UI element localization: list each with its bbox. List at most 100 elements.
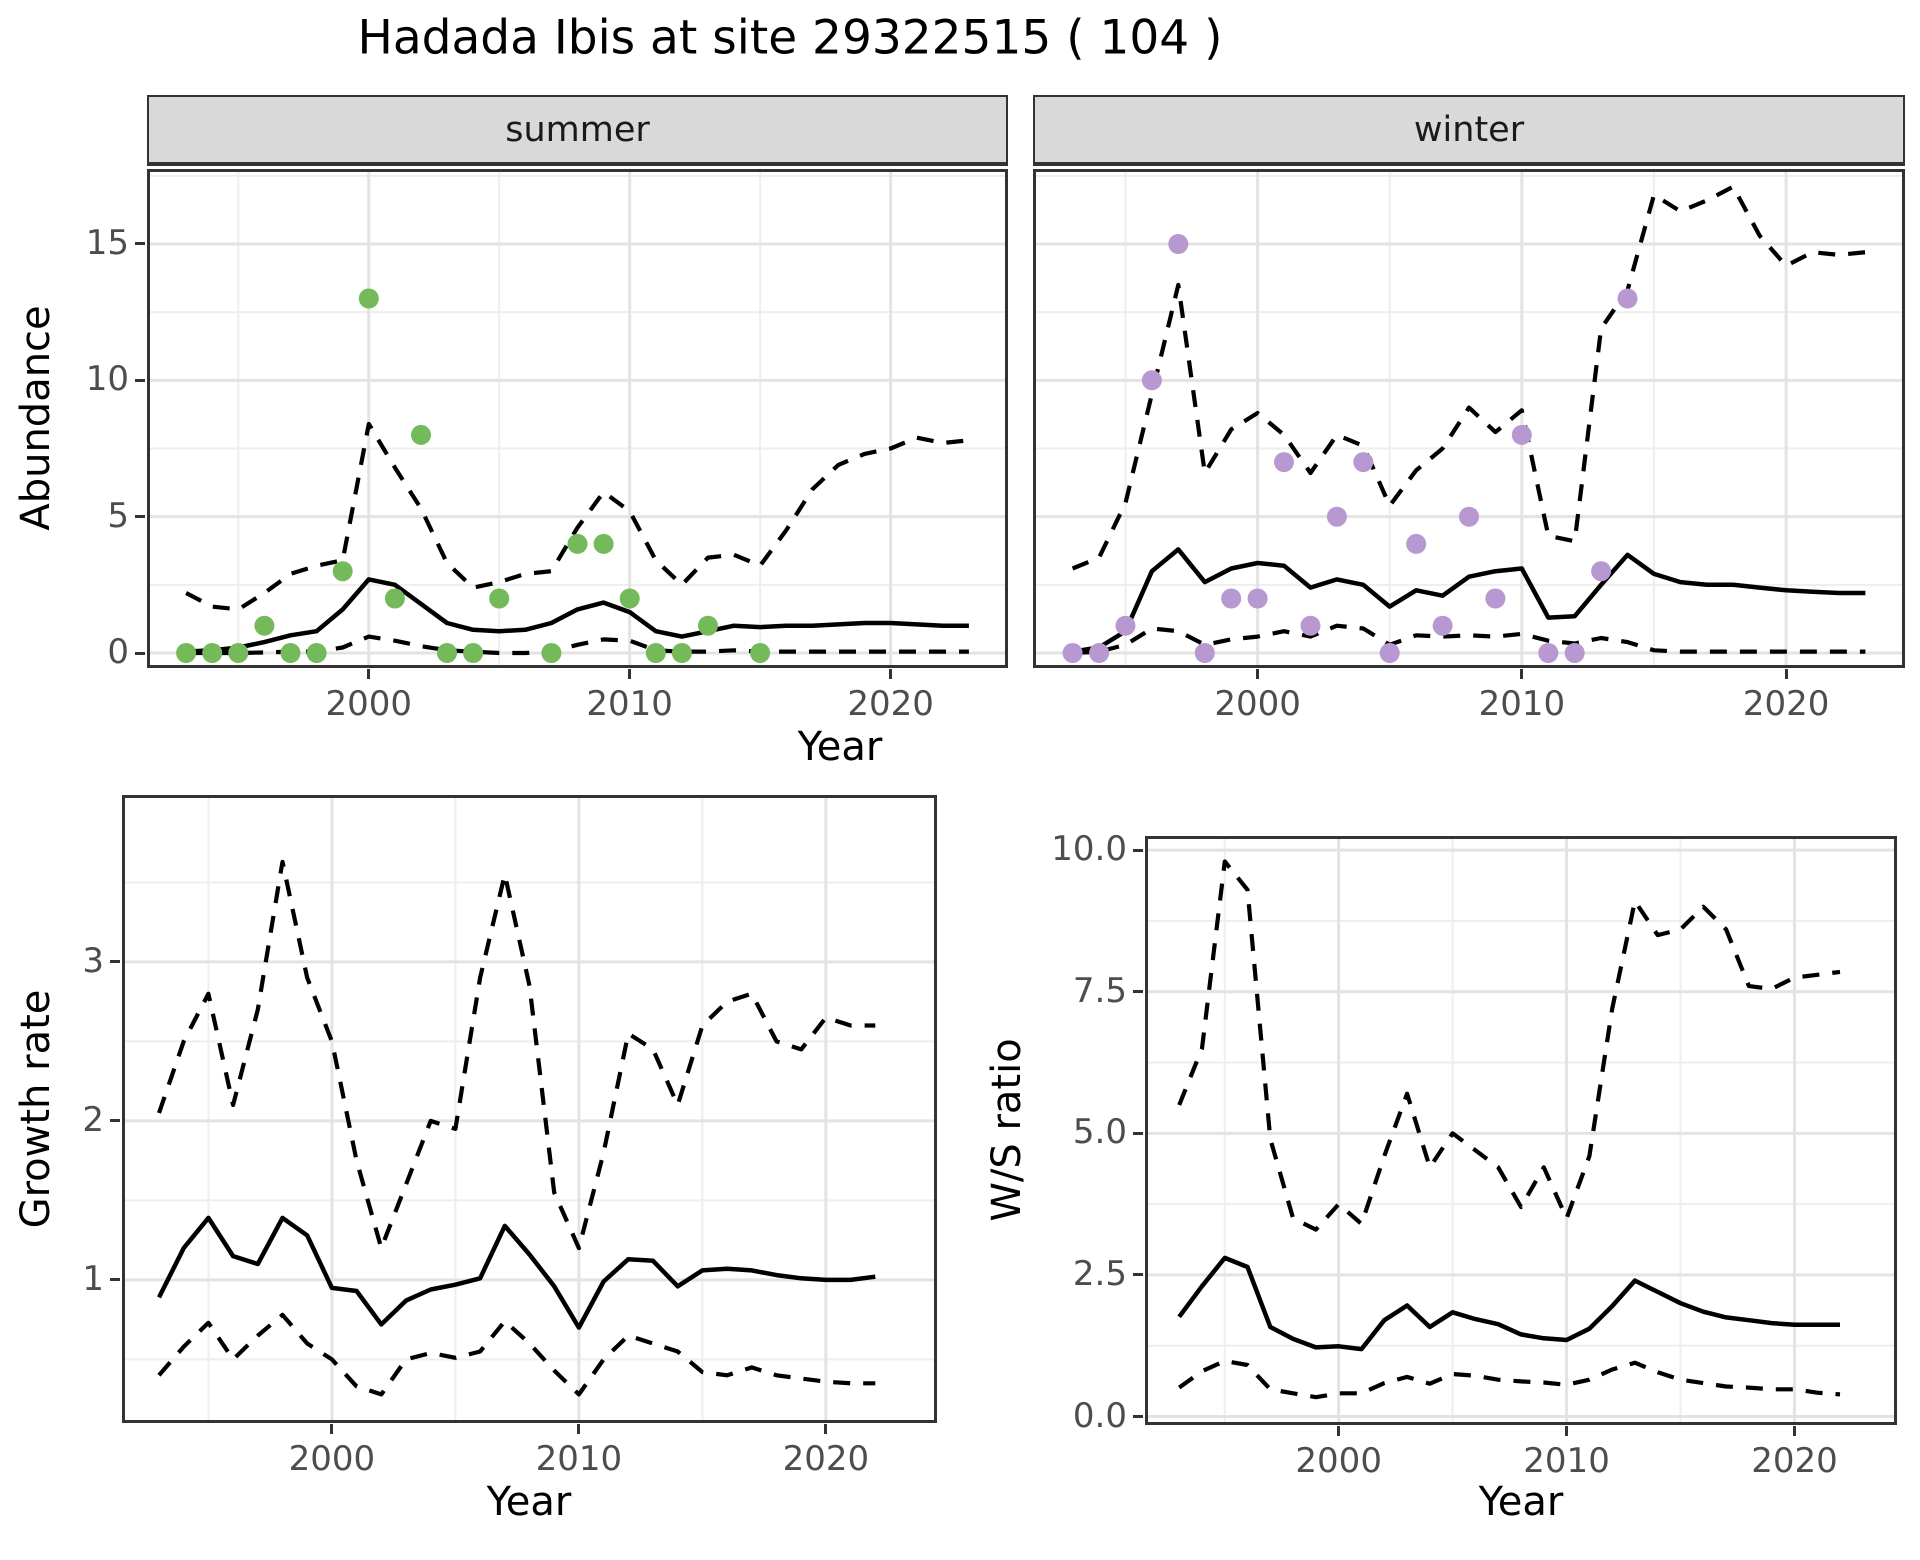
y-tick-mark (135, 242, 145, 246)
y-tick-label: 5.0 (1072, 1112, 1127, 1153)
summer-lower_95ci-line (186, 634, 969, 656)
growth-upper_95ci-line (157, 859, 876, 1251)
facet-strip-winter: winter (1033, 95, 1905, 166)
x-tick-mark (1784, 669, 1788, 679)
growth-median-line (156, 1215, 876, 1330)
winter-lower_95ci-line (1072, 623, 1866, 656)
x-tick-label: 2010 (586, 684, 673, 724)
y-tick-mark (1133, 848, 1143, 852)
observed-counts-winter-point (1115, 615, 1136, 636)
observed-counts-summer-point (176, 643, 197, 663)
x-tick-mark (577, 1424, 581, 1434)
observed-counts-summer-point (541, 643, 562, 663)
facet-strip-summer: summer (147, 95, 1008, 166)
facet-strip-summer-label: summer (505, 109, 650, 150)
observed-counts-winter-point (1247, 588, 1268, 609)
x-axis-title-year-top: Year (797, 724, 883, 770)
x-tick-mark (1565, 1426, 1569, 1436)
observed-counts-winter-point (1274, 452, 1294, 473)
observed-counts-winter-point (1168, 234, 1189, 254)
y-tick-label: 0 (107, 632, 129, 672)
observed-counts-winter-point (1379, 643, 1400, 663)
observed-counts-winter-point (1617, 288, 1638, 309)
x-tick-mark (330, 1424, 334, 1434)
y-tick-mark (135, 515, 145, 519)
observed-counts-summer-point (463, 643, 484, 663)
y-tick-mark (1133, 1415, 1143, 1418)
y-tick-mark (1133, 1273, 1143, 1277)
observed-counts-winter-point (1459, 506, 1479, 527)
ws-lower_95ci-line (1177, 1358, 1841, 1400)
y-tick-label: 10.0 (1051, 829, 1127, 870)
observed-counts-winter-point (1406, 533, 1427, 554)
x-tick-mark (824, 1424, 828, 1434)
observed-counts-winter-point (1089, 643, 1110, 663)
y-tick-label: 1 (82, 1258, 104, 1299)
y-tick-mark (135, 378, 145, 382)
y-tick-label: 10 (85, 359, 129, 400)
observed-counts-summer-point (645, 643, 666, 663)
x-axis-title-year-bottom-left: Year (486, 1479, 572, 1525)
ws-median-line (1177, 1255, 1840, 1352)
growth-lower_95ci-line (157, 1312, 876, 1397)
y-tick-mark (110, 1278, 120, 1282)
x-tick-label: 2010 (535, 1439, 623, 1479)
summer-upper_95ci-line (185, 421, 970, 612)
observed-counts-winter-point (1062, 643, 1083, 663)
x-tick-label: 2000 (1295, 1441, 1382, 1481)
y-tick-mark (1133, 1131, 1143, 1135)
x-tick-label: 2010 (1523, 1441, 1610, 1481)
observed-counts-winter-point (1326, 506, 1347, 527)
observed-counts-summer-point (202, 643, 223, 663)
y-tick-mark (110, 960, 120, 964)
y-tick-mark (110, 1119, 120, 1123)
y-tick-label: 3 (82, 940, 104, 981)
observed-counts-winter-point (1538, 643, 1559, 663)
y-tick-label: 5 (107, 495, 129, 536)
facet-strip-winter-label: winter (1413, 109, 1525, 150)
x-tick-label: 2010 (1478, 684, 1566, 724)
observed-counts-summer-point (332, 561, 353, 582)
observed-counts-summer-point (358, 288, 379, 309)
y-tick-mark (135, 651, 145, 655)
y-tick-label: 2 (82, 1099, 104, 1140)
observed-counts-winter-point (1194, 643, 1215, 663)
observed-counts-winter-point (1432, 615, 1453, 636)
observed-counts-winter-point (1221, 588, 1242, 609)
observed-counts-summer-point (254, 615, 275, 636)
x-tick-label: 2000 (325, 684, 413, 724)
x-tick-mark (628, 669, 632, 679)
observed-counts-winter-point (1591, 561, 1612, 582)
y-tick-label: 7.5 (1072, 970, 1127, 1011)
panel-ws (1145, 836, 1897, 1425)
observed-counts-winter-point (1511, 424, 1532, 445)
observed-counts-winter-point (1485, 588, 1506, 609)
x-tick-label: 2000 (1214, 684, 1301, 724)
x-tick-mark (1520, 669, 1524, 679)
panel-summer (147, 169, 1008, 668)
x-tick-label: 2000 (288, 1439, 376, 1479)
winter-median-line (1072, 547, 1866, 654)
panel-winter (1033, 169, 1905, 668)
observed-counts-summer-point (750, 643, 771, 663)
observed-counts-summer-point (567, 533, 588, 554)
observed-counts-winter-point (1564, 643, 1585, 663)
plot-title: Hadada Ibis at site 29322515 ( 104 ) (357, 10, 1223, 66)
y-tick-mark (1133, 990, 1143, 994)
observed-counts-summer-point (411, 424, 431, 445)
observed-counts-summer-point (437, 643, 457, 663)
winter-upper_95ci-line (1071, 184, 1866, 571)
x-tick-mark (1256, 669, 1260, 679)
x-tick-mark (1792, 1426, 1796, 1436)
x-tick-label: 2020 (847, 684, 934, 724)
panel-growth (122, 795, 937, 1423)
y-tick-label: 15 (85, 222, 129, 263)
observed-counts-summer-point (593, 533, 614, 554)
x-tick-mark (889, 669, 893, 679)
observed-counts-winter-point (1300, 615, 1321, 636)
observed-counts-summer-point (280, 643, 301, 663)
y-tick-label: 0.0 (1072, 1395, 1127, 1436)
observed-counts-summer-point (619, 588, 640, 609)
x-tick-mark (1337, 1426, 1341, 1436)
